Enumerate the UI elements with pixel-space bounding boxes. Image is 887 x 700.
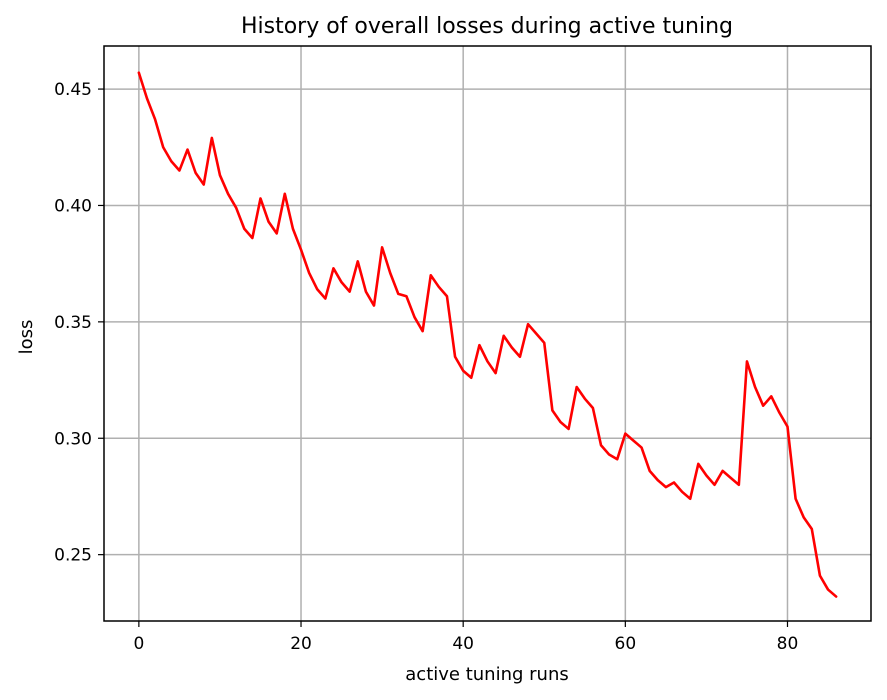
x-tick-label: 40 bbox=[452, 634, 474, 654]
series-layer bbox=[137, 71, 838, 598]
y-axis-label: loss bbox=[16, 320, 37, 355]
x-tick-label: 20 bbox=[290, 634, 312, 654]
y-tick-label: 0.30 bbox=[54, 429, 92, 449]
x-axis-label: active tuning runs bbox=[405, 664, 568, 685]
plot-frame bbox=[103, 45, 872, 622]
loss-line bbox=[137, 71, 838, 598]
y-tick-label: 0.35 bbox=[54, 313, 92, 333]
grid-layer bbox=[104, 46, 871, 621]
y-tick-label: 0.45 bbox=[54, 80, 92, 100]
tick-layer: 0 20 40 60 80 0.25 0.30 0.35 0.40 0.45 bbox=[54, 80, 798, 654]
y-tick-label: 0.25 bbox=[54, 546, 92, 566]
chart-title: History of overall losses during active … bbox=[241, 14, 733, 39]
x-tick-label: 60 bbox=[615, 634, 637, 654]
y-tick-label: 0.40 bbox=[54, 196, 92, 216]
x-tick-label: 80 bbox=[777, 634, 799, 654]
x-tick-label: 0 bbox=[133, 634, 144, 654]
